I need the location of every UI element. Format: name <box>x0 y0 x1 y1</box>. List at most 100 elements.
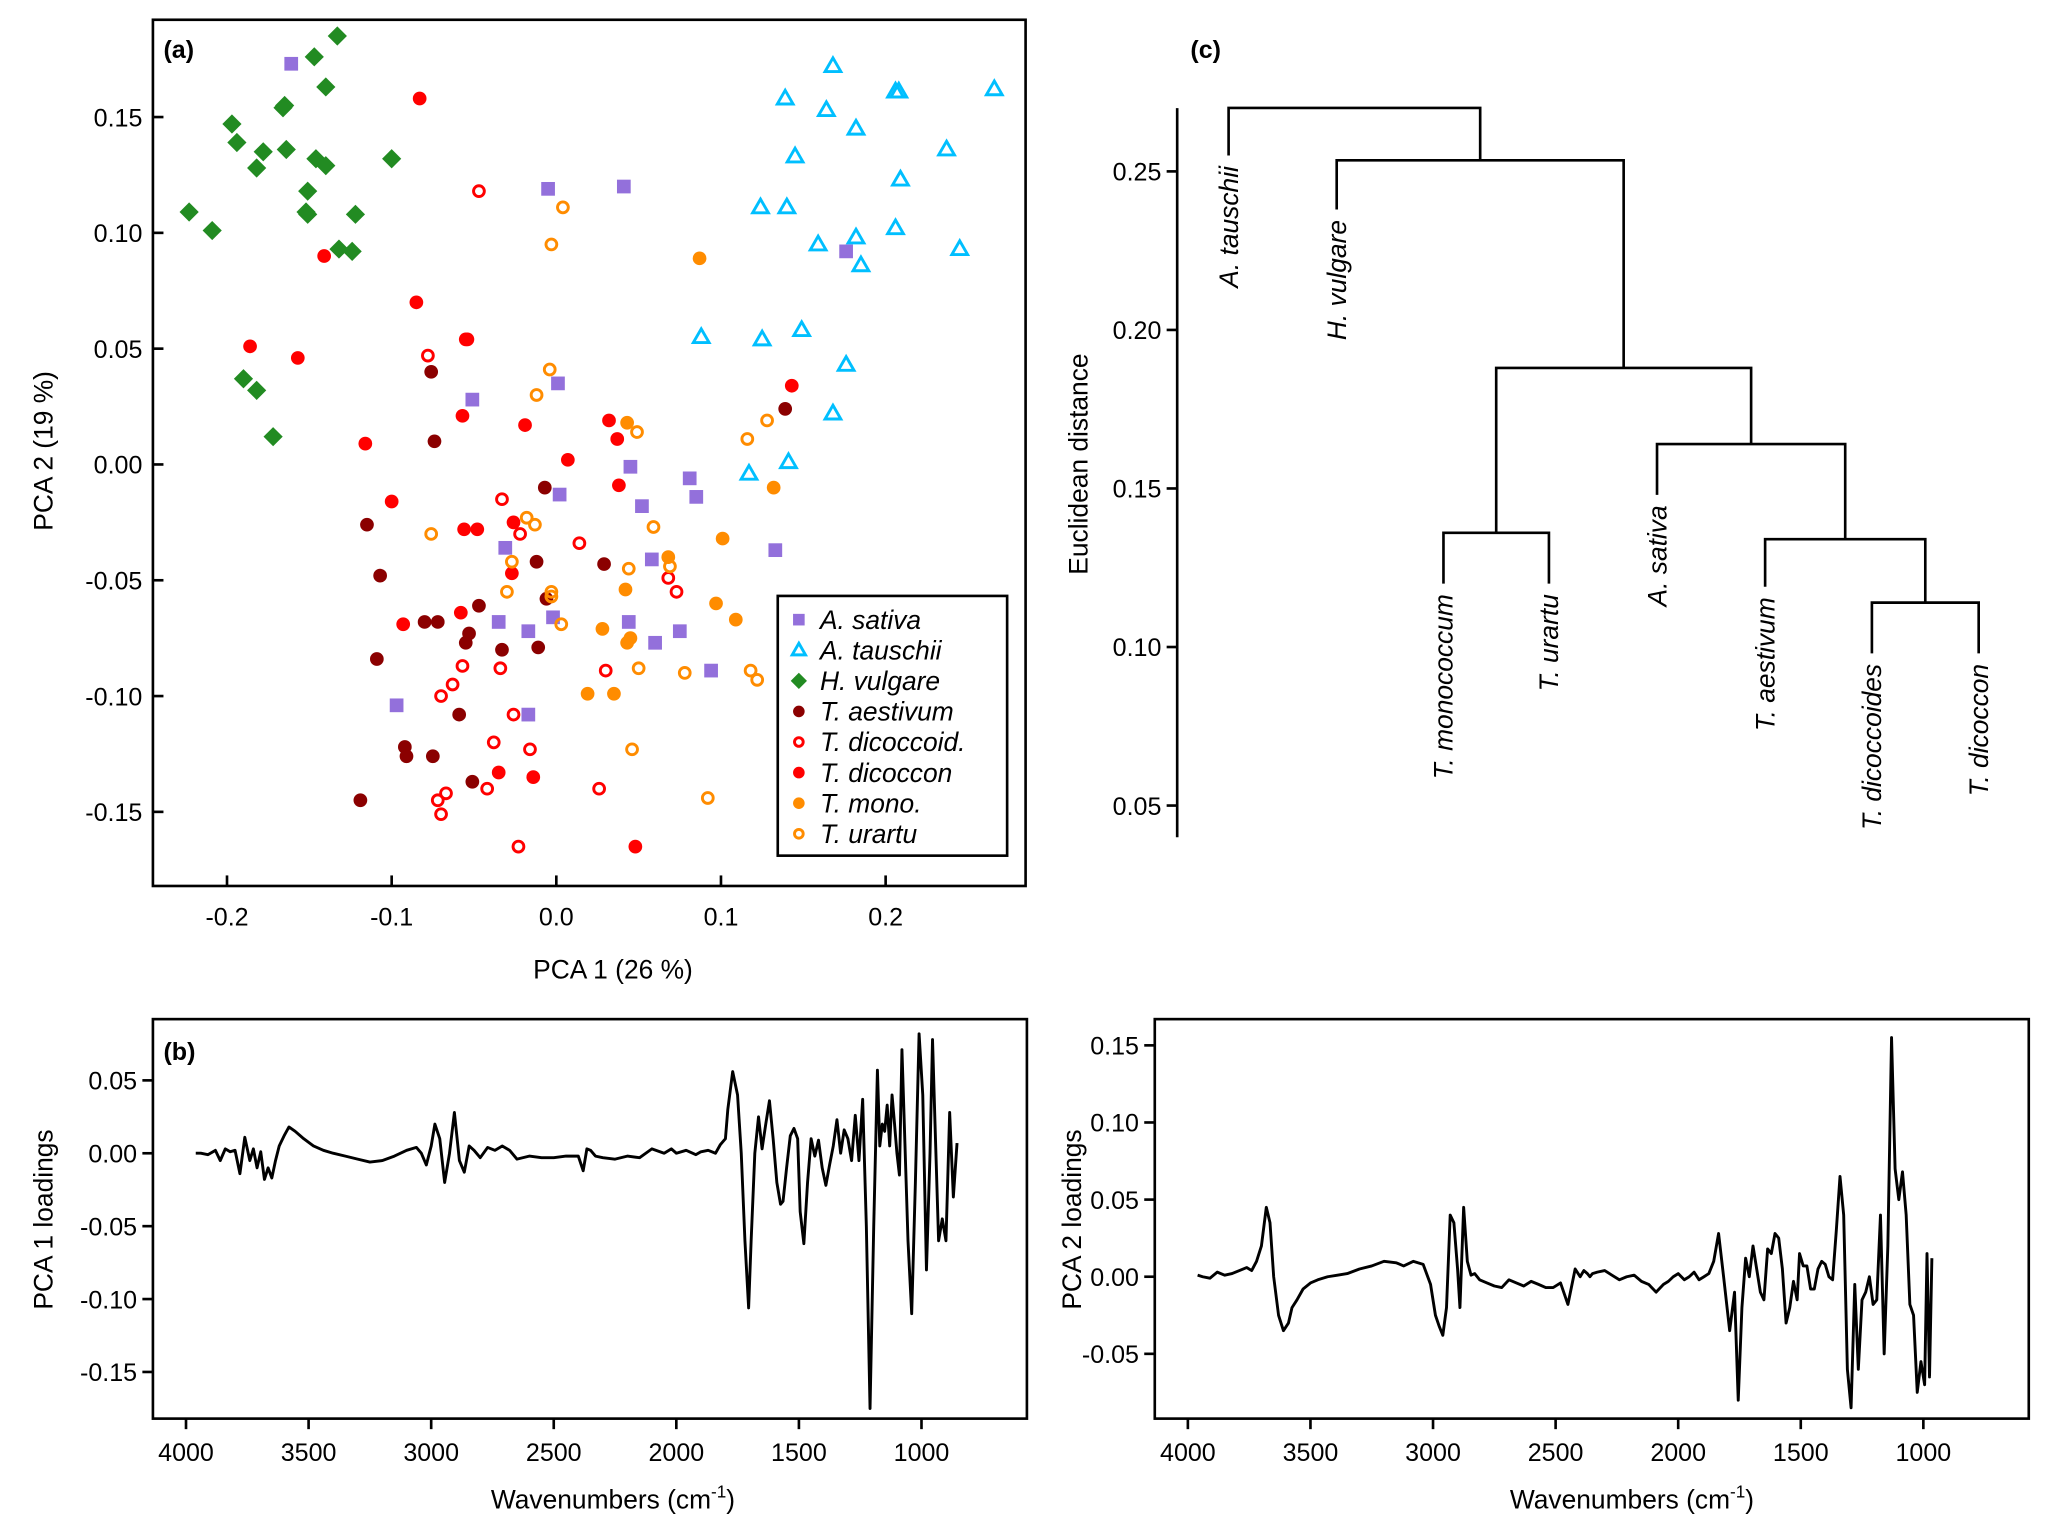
pca1-loadings-panel: (b) 4000 3500 3000 2500 2000 1500 1000 0.05 0.00… <box>29 1017 1029 1514</box>
point-a-sativa <box>551 376 565 391</box>
x-tick-label: -0.1 <box>370 904 413 932</box>
point-a-sativa <box>644 552 659 567</box>
pca2-x-label-text: Wavenumbers (cm <box>1510 1484 1730 1514</box>
point-t-urartu <box>625 742 639 757</box>
legend-marker-a-tauschii <box>789 640 809 657</box>
point-t-urartu <box>677 666 692 680</box>
point-h-vulgare <box>304 47 324 67</box>
point-a-tauschii <box>890 168 911 187</box>
point-h-vulgare <box>316 156 336 176</box>
point-t-dicoccon <box>290 351 305 365</box>
point-t-aestivum <box>360 517 374 532</box>
point-h-vulgare <box>247 380 267 400</box>
y-tick-label: 0.05 <box>94 336 143 364</box>
point-a-sativa <box>552 487 567 502</box>
point-t-urartu <box>519 510 534 525</box>
point-a-tauschii <box>835 353 857 372</box>
point-a-tauschii <box>751 328 773 347</box>
point-t-dicoccoid <box>472 184 486 199</box>
point-t-urartu <box>528 517 542 532</box>
point-t-aestivum <box>373 568 387 583</box>
dendrogram-panel: (c) 0.25 0.20 0.15 0.10 0.05 A. tauschii H. v… <box>1064 36 1994 838</box>
point-t-urartu <box>544 589 559 604</box>
x-tick-label: 3500 <box>281 1439 337 1467</box>
point-a-tauschii <box>738 462 760 481</box>
dendrogram-branch <box>1335 158 1625 368</box>
point-t-mono <box>728 612 743 627</box>
legend-marker-t-aestivum <box>793 705 805 718</box>
point-a-tauschii <box>845 117 867 136</box>
point-a-sativa <box>768 543 783 558</box>
point-t-dicoccon <box>610 432 625 446</box>
point-t-dicoccoid <box>445 677 460 692</box>
point-a-tauschii <box>850 254 872 273</box>
pca1-x-label-close: ) <box>726 1484 735 1514</box>
x-tick-label: 4000 <box>158 1439 214 1467</box>
point-t-dicoccon <box>358 436 373 451</box>
pca2-frame <box>1153 1017 2031 1420</box>
y-tick-label: 0.10 <box>94 220 143 248</box>
point-t-dicoccon <box>409 295 424 310</box>
point-t-dicoccoid <box>523 742 537 757</box>
y-tick-label: 0.15 <box>1113 476 1162 504</box>
point-a-sativa <box>521 707 536 722</box>
point-t-mono <box>766 480 781 495</box>
point-a-tauschii <box>690 325 712 345</box>
legend-label-a-tauschii: A. tauschii <box>818 635 943 665</box>
point-a-tauschii <box>845 226 867 245</box>
point-t-urartu <box>621 561 636 576</box>
point-t-dicoccoid <box>495 492 509 507</box>
x-tick-label: 3500 <box>1283 1439 1339 1467</box>
point-h-vulgare <box>263 427 283 447</box>
dendrogram-branch <box>1870 601 1980 654</box>
y-tick-label: 0.00 <box>1090 1264 1139 1292</box>
point-t-aestivum <box>458 635 473 650</box>
point-t-aestivum <box>399 749 414 764</box>
point-t-dicoccoid <box>439 786 453 801</box>
pca2-x-label: Wavenumbers (cm-1) <box>1510 1482 1754 1515</box>
point-t-dicoccoid <box>572 536 587 551</box>
leaf-label: T. aestivum <box>1750 597 1780 731</box>
point-t-urartu <box>700 791 715 805</box>
y-tick-label: -0.10 <box>80 1286 137 1314</box>
point-t-dicoccon <box>506 515 521 530</box>
point-t-urartu <box>663 559 677 574</box>
point-t-dicoccoid <box>455 659 470 673</box>
point-t-urartu <box>529 388 544 402</box>
y-tick-label: 0.15 <box>1090 1033 1139 1061</box>
point-t-dicoccoid <box>506 707 521 722</box>
point-t-mono <box>715 531 730 546</box>
point-t-aestivum <box>424 364 439 379</box>
legend-label-a-sativa: A. sativa <box>818 605 921 635</box>
x-tick-label: 2500 <box>526 1439 582 1467</box>
point-t-aestivum <box>425 749 440 764</box>
x-tick-label: 3000 <box>1405 1439 1461 1467</box>
point-a-tauschii <box>778 451 799 470</box>
leaf-label: T. urartu <box>1534 594 1564 692</box>
point-t-dicoccon <box>526 770 541 784</box>
point-t-urartu <box>750 672 765 687</box>
legend-label-h-vulgare: H. vulgare <box>820 666 940 696</box>
point-t-dicoccon <box>243 339 257 354</box>
point-h-vulgare <box>327 26 347 46</box>
point-t-mono <box>580 686 595 701</box>
point-t-aestivum <box>353 793 368 808</box>
x-tick-label: 4000 <box>1160 1439 1216 1467</box>
point-t-dicoccoid <box>669 584 684 599</box>
point-t-mono <box>607 686 621 701</box>
dendrogram-y-label: Euclidean distance <box>1064 353 1094 574</box>
y-tick-label: 0.20 <box>1113 317 1162 345</box>
point-h-vulgare <box>233 369 254 389</box>
point-t-dicoccoid <box>480 781 495 796</box>
point-a-tauschii <box>776 196 798 215</box>
point-h-vulgare <box>247 158 267 178</box>
point-t-aestivum <box>452 707 467 722</box>
point-a-sativa <box>616 179 631 194</box>
point-t-aestivum <box>427 434 442 449</box>
scatter-y-axis: 0.15 0.10 0.05 0.00 -0.05 -0.10 -0.15 <box>85 104 164 827</box>
x-tick-label: 1000 <box>1896 1439 1952 1467</box>
scatter-frame <box>151 18 1027 888</box>
pca2-axes: 4000 3500 3000 2500 2000 1500 1000 0.15 0.10 0.05… <box>1082 1033 1951 1467</box>
